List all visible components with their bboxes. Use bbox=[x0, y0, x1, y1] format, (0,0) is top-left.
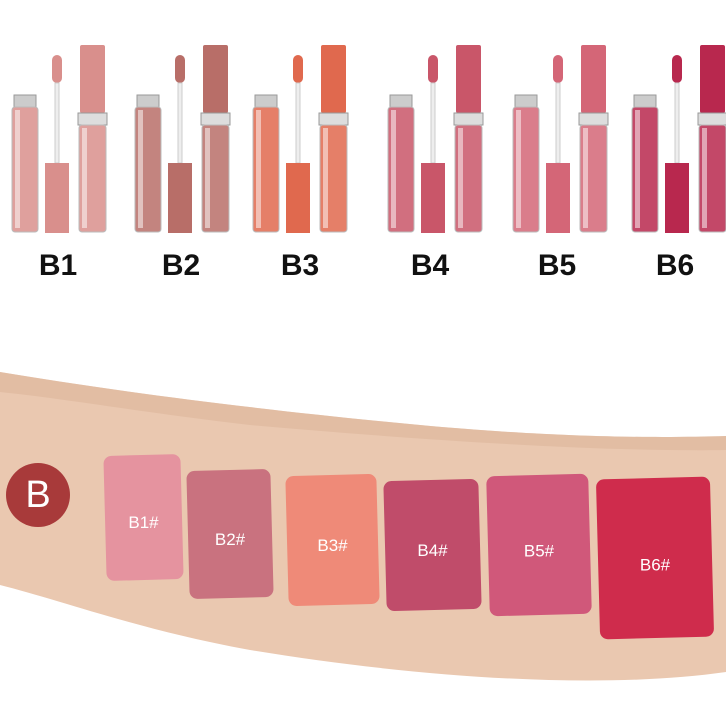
big-cap bbox=[456, 45, 481, 113]
product-label: B3 bbox=[281, 249, 319, 282]
tube-glass bbox=[138, 110, 143, 228]
wand-stem bbox=[295, 82, 301, 164]
big-ring bbox=[200, 112, 231, 126]
swatch-label: B1# bbox=[128, 513, 159, 532]
big-cap bbox=[80, 45, 105, 113]
swatch bbox=[383, 478, 482, 612]
wand-stem bbox=[555, 82, 561, 164]
wand-cap bbox=[45, 163, 69, 233]
swatch bbox=[186, 469, 274, 599]
product-label: B6 bbox=[656, 249, 694, 282]
tube-glass bbox=[256, 110, 261, 228]
big-ring bbox=[578, 112, 609, 126]
swatches: B1# B2# B3# B4# B5# B6# bbox=[103, 454, 714, 640]
cap-ring bbox=[389, 94, 413, 108]
product-label: B5 bbox=[538, 249, 576, 282]
tube-glass bbox=[15, 110, 20, 228]
swatch-label: B5# bbox=[524, 541, 555, 560]
wand-cap bbox=[168, 163, 192, 233]
product bbox=[252, 45, 349, 233]
cap-ring bbox=[136, 94, 160, 108]
swatch-label: B4# bbox=[417, 541, 448, 560]
swatch bbox=[596, 476, 714, 640]
cap-ring bbox=[633, 94, 657, 108]
swatch bbox=[285, 474, 380, 606]
cap-ring bbox=[254, 94, 278, 108]
wand-tip bbox=[428, 55, 438, 83]
product bbox=[134, 45, 231, 233]
product-label: B4 bbox=[411, 249, 450, 282]
wand-tip bbox=[553, 55, 563, 83]
big-glass bbox=[458, 128, 463, 228]
swatch-label: B6# bbox=[640, 555, 671, 574]
wand-stem bbox=[54, 82, 60, 164]
big-cap bbox=[581, 45, 606, 113]
big-cap bbox=[700, 45, 725, 113]
wand-cap bbox=[546, 163, 570, 233]
tube-glass bbox=[391, 110, 396, 228]
big-cap bbox=[203, 45, 228, 113]
product bbox=[631, 45, 726, 233]
badge bbox=[6, 463, 70, 527]
wand-tip bbox=[175, 55, 185, 83]
swatch-label: B3# bbox=[317, 536, 348, 555]
big-glass bbox=[323, 128, 328, 228]
products: B1 B2 B3 B4 B5 B6 bbox=[11, 45, 726, 282]
big-glass bbox=[583, 128, 588, 228]
big-ring bbox=[77, 112, 108, 126]
big-glass bbox=[205, 128, 210, 228]
cap-ring bbox=[13, 94, 37, 108]
product-label: B1 bbox=[39, 249, 77, 282]
tube-glass bbox=[516, 110, 521, 228]
big-ring bbox=[697, 112, 726, 126]
big-ring bbox=[318, 112, 349, 126]
big-ring bbox=[453, 112, 484, 126]
wand-cap bbox=[421, 163, 445, 233]
wand-stem bbox=[674, 82, 680, 164]
big-glass bbox=[82, 128, 87, 228]
product bbox=[11, 45, 108, 233]
cap-ring bbox=[514, 94, 538, 108]
swatch bbox=[486, 473, 592, 617]
wand-cap bbox=[286, 163, 310, 233]
arm-shade bbox=[0, 372, 726, 451]
big-cap bbox=[321, 45, 346, 113]
badge-text: B bbox=[25, 474, 50, 516]
swatch-label: B2# bbox=[215, 530, 246, 549]
wand-tip bbox=[52, 55, 62, 83]
product bbox=[512, 45, 609, 233]
wand-stem bbox=[430, 82, 436, 164]
wand-tip bbox=[672, 55, 682, 83]
swatch bbox=[103, 454, 184, 581]
tube-glass bbox=[635, 110, 640, 228]
wand-tip bbox=[293, 55, 303, 83]
wand-stem bbox=[177, 82, 183, 164]
wand-cap bbox=[665, 163, 689, 233]
product bbox=[387, 45, 484, 233]
big-glass bbox=[702, 128, 707, 228]
product-label: B2 bbox=[162, 249, 200, 282]
